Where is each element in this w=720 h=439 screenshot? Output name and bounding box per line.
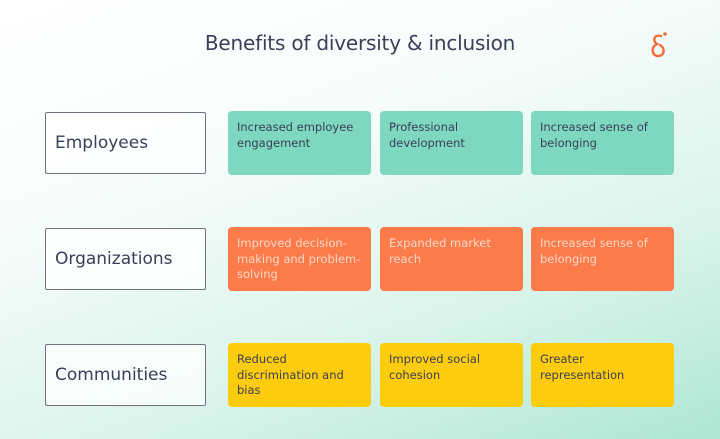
row-label-organizations: Organizations [45, 228, 206, 290]
benefit-card: Increased sense of belonging [531, 111, 674, 175]
row-label-employees: Employees [45, 112, 206, 174]
benefit-card: Greater representation [531, 343, 674, 407]
benefit-card: Professional development [380, 111, 523, 175]
benefit-card: Increased sense of belonging [531, 227, 674, 291]
ampersand-logo-icon [651, 32, 667, 58]
benefit-card: Increased employee engagement [228, 111, 371, 175]
benefit-card: Improved social cohesion [380, 343, 523, 407]
benefit-card: Improved decision-making and problem-sol… [228, 227, 371, 291]
benefit-card: Reduced discrimination and bias [228, 343, 371, 407]
benefit-card: Expanded market reach [380, 227, 523, 291]
page-title: Benefits of diversity & inclusion [204, 31, 516, 55]
row-label-communities: Communities [45, 344, 206, 406]
